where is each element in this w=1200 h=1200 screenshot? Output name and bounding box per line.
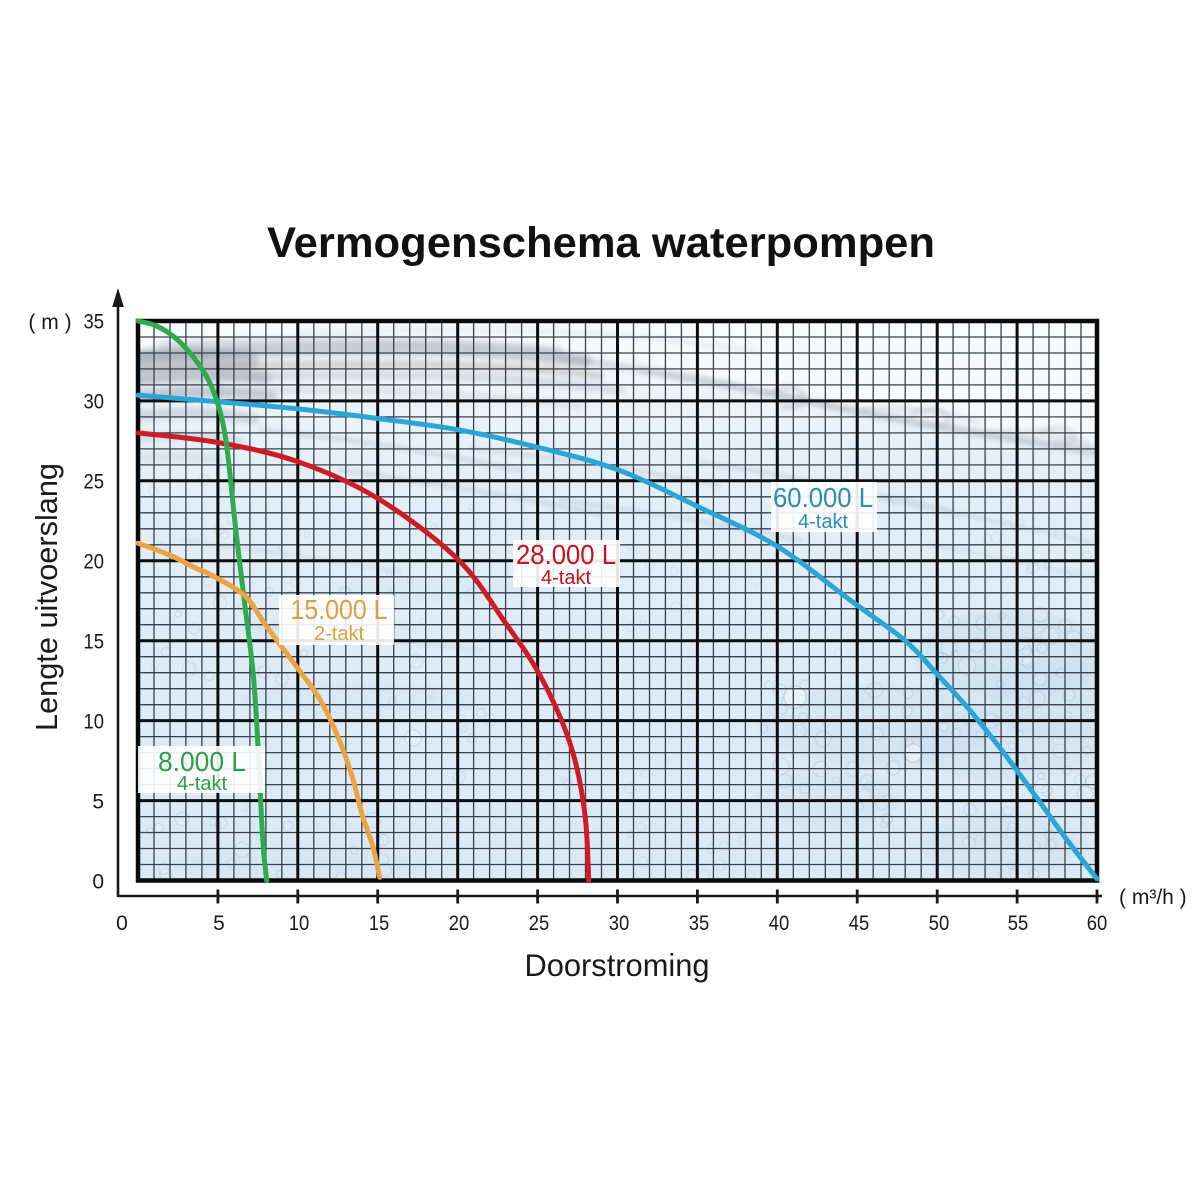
svg-text:20: 20: [449, 912, 470, 935]
svg-text:5: 5: [213, 912, 225, 935]
svg-text:5: 5: [92, 791, 104, 814]
svg-text:60: 60: [1087, 912, 1108, 935]
svg-text:30: 30: [84, 391, 105, 414]
svg-text:40: 40: [769, 912, 790, 935]
svg-text:Doorstroming: Doorstroming: [525, 947, 710, 983]
svg-text:4-takt: 4-takt: [541, 567, 591, 589]
svg-text:4-takt: 4-takt: [177, 773, 227, 795]
svg-text:0: 0: [116, 912, 128, 935]
svg-text:10: 10: [84, 711, 105, 734]
svg-text:35: 35: [689, 912, 710, 935]
svg-text:60.000 L: 60.000 L: [773, 482, 873, 513]
svg-text:0: 0: [92, 871, 104, 894]
svg-text:45: 45: [849, 912, 870, 935]
svg-text:50: 50: [929, 912, 950, 935]
svg-text:15.000 L: 15.000 L: [291, 594, 388, 625]
svg-text:20: 20: [84, 551, 105, 574]
svg-text:4-takt: 4-takt: [798, 511, 848, 533]
svg-text:30: 30: [609, 912, 630, 935]
svg-text:15: 15: [369, 912, 390, 935]
svg-text:25: 25: [84, 471, 105, 494]
svg-text:8.000 L: 8.000 L: [158, 746, 246, 777]
svg-text:25: 25: [529, 912, 550, 935]
svg-text:2-takt: 2-takt: [314, 623, 364, 645]
svg-text:( m³/h ): ( m³/h ): [1119, 886, 1187, 909]
svg-text:28.000 L: 28.000 L: [516, 539, 616, 570]
svg-text:55: 55: [1008, 912, 1029, 935]
svg-text:( m ): ( m ): [28, 311, 71, 334]
svg-text:15: 15: [84, 631, 105, 654]
svg-text:10: 10: [289, 912, 310, 935]
svg-text:Vermogenschema waterpompen: Vermogenschema waterpompen: [267, 219, 935, 267]
svg-text:35: 35: [84, 311, 105, 334]
svg-text:Lengte uitvoerslang: Lengte uitvoerslang: [29, 463, 64, 731]
